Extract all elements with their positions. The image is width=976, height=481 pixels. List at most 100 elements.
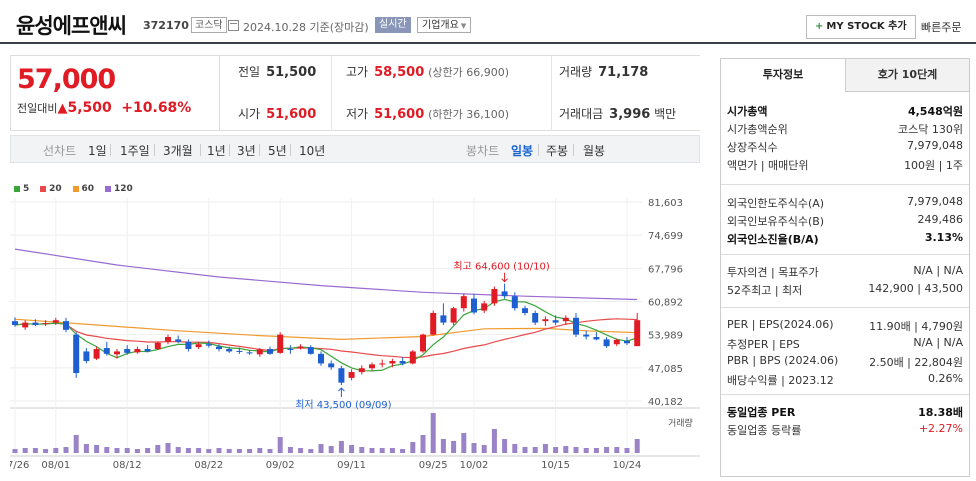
invest-row: 액면가 | 매매단위 100원 | 1주	[727, 157, 963, 173]
mystock-add-button[interactable]: + MY STOCK 추가	[806, 15, 916, 39]
candle-body	[236, 350, 243, 352]
stat-label: 저가	[346, 107, 369, 121]
volume-bar	[32, 448, 38, 453]
invest-row: 외국인보유주식수(B) 249,486	[727, 213, 963, 229]
tab-1w[interactable]: 1주일	[120, 144, 150, 158]
stat-prev-close: 전일 51,500	[238, 63, 316, 80]
candle-body	[583, 334, 590, 337]
tab-daily[interactable]: 일봉	[511, 144, 534, 158]
base-date: 2024.10.28 기준(장마감)	[243, 21, 369, 34]
volume-bar	[43, 449, 49, 453]
invest-row: 외국인소진율(B/A) 3.13%	[727, 231, 963, 247]
candle-body	[542, 319, 549, 322]
y-tick-label: 40,182	[648, 397, 683, 408]
mystock-label: MY STOCK 추가	[826, 21, 907, 32]
invest-row-value: 3.13%	[924, 231, 963, 244]
legend-swatch	[72, 185, 79, 192]
line-chart-label: 선차트	[43, 144, 77, 158]
ma-legend: 5 20 60 120	[14, 184, 141, 194]
volume-bar	[573, 447, 579, 453]
invest-row: 동일업종 PER 18.38배	[727, 404, 963, 420]
candle-body	[12, 321, 18, 326]
corp-overview-label: 기업개요	[422, 20, 459, 31]
candle-body	[144, 349, 151, 352]
tab-5y[interactable]: 5년	[268, 144, 287, 158]
candle-body	[593, 337, 600, 340]
tab-1d[interactable]: 1일	[88, 144, 107, 158]
stat-amount: 거래대금 3,996 백만	[559, 105, 676, 122]
candle-body	[573, 317, 579, 335]
stock-name: 윤성에프앤씨	[16, 14, 127, 38]
invest-row-label: 액면가 | 매매단위	[727, 159, 809, 172]
volume-bar	[420, 435, 426, 453]
volume-bar	[379, 448, 385, 453]
high-arrow-icon	[501, 272, 508, 283]
invest-row-label: 외국인보유주식수(B)	[727, 215, 825, 228]
volume-bar	[257, 448, 263, 453]
x-tick-label: 08/22	[194, 460, 223, 471]
invest-row-label: 동일업종 PER	[727, 406, 796, 419]
candle-body	[267, 349, 273, 354]
volume-bar	[593, 448, 599, 453]
stat-value: 71,178	[598, 65, 649, 80]
invest-row-label: 시가총액	[727, 105, 768, 118]
corp-overview-dropdown[interactable]: 기업개요 ▼	[417, 17, 472, 33]
volume-bar	[338, 441, 344, 453]
quick-order-link[interactable]: 빠른주문	[921, 21, 962, 34]
candle-body	[328, 363, 335, 368]
invest-row-label: 배당수익률 | 2023.12	[727, 374, 834, 387]
volume-bar	[206, 449, 212, 453]
candle-body	[511, 296, 518, 309]
invest-row: 배당수익률 | 2023.12 0.26%	[727, 372, 963, 388]
volume-bar	[196, 448, 202, 453]
tab-3y[interactable]: 3년	[237, 144, 256, 158]
invest-row-value: +2.27%	[918, 422, 963, 435]
candle-body	[287, 349, 294, 351]
tab-invest-info[interactable]: 투자정보	[721, 59, 845, 92]
stat-value: 3,996	[609, 107, 651, 122]
y-tick-label: 53,989	[648, 331, 683, 342]
stat-volume: 거래량 71,178	[559, 63, 648, 80]
volume-bar	[308, 449, 314, 453]
volume-bar	[471, 443, 477, 453]
invest-row: 시가총액 4,548억원	[727, 103, 963, 119]
x-tick-label: 08/01	[41, 460, 70, 471]
legend-label: 5	[23, 184, 30, 194]
x-tick-label: 09/02	[266, 460, 295, 471]
volume-bar	[236, 449, 242, 453]
volume-label: 거래량	[668, 417, 693, 429]
price-chart[interactable]: 81,603 74,699 67,796 60,892 53,989 47,085 40,1…	[1, 198, 700, 477]
candle-body	[154, 342, 161, 350]
candle-body	[195, 344, 202, 348]
volume-bar	[145, 448, 151, 453]
divider	[259, 144, 260, 156]
stat-value: 58,500	[374, 65, 425, 80]
volume-bar	[512, 444, 518, 453]
candle-body	[501, 291, 508, 297]
invest-row: PBR | BPS (2024.06) 2.50배 | 22,804원	[727, 354, 963, 369]
volume-bar	[451, 441, 457, 453]
volume-bar	[287, 447, 293, 453]
tab-1y[interactable]: 1년	[207, 144, 226, 158]
tab-10y[interactable]: 10년	[299, 144, 326, 158]
volume-bar	[185, 448, 191, 453]
legend-label: 120	[113, 184, 133, 194]
volume-bar	[389, 448, 395, 453]
tab-orderbook[interactable]: 호가 10단계	[845, 59, 969, 92]
high-annotation: 최고 64,600 (10/10)	[453, 261, 549, 273]
candle-body	[420, 334, 426, 352]
divider	[721, 394, 969, 395]
volume-bar	[532, 447, 538, 453]
tab-monthly[interactable]: 월봉	[583, 144, 606, 158]
low-arrow-icon	[338, 387, 345, 398]
tab-3m[interactable]: 3개월	[163, 144, 193, 158]
tab-weekly[interactable]: 주봉	[546, 144, 569, 158]
volume-bar	[216, 448, 222, 453]
x-tick-label: 07/26	[10, 460, 29, 471]
volume-bar	[318, 444, 324, 453]
stock-code: 372170	[143, 19, 189, 32]
stat-value: 51,500	[266, 65, 317, 80]
invest-row-value: N/A | N/A	[913, 264, 963, 277]
volume-bar	[502, 439, 508, 453]
realtime-button[interactable]: 실시간	[375, 17, 411, 33]
